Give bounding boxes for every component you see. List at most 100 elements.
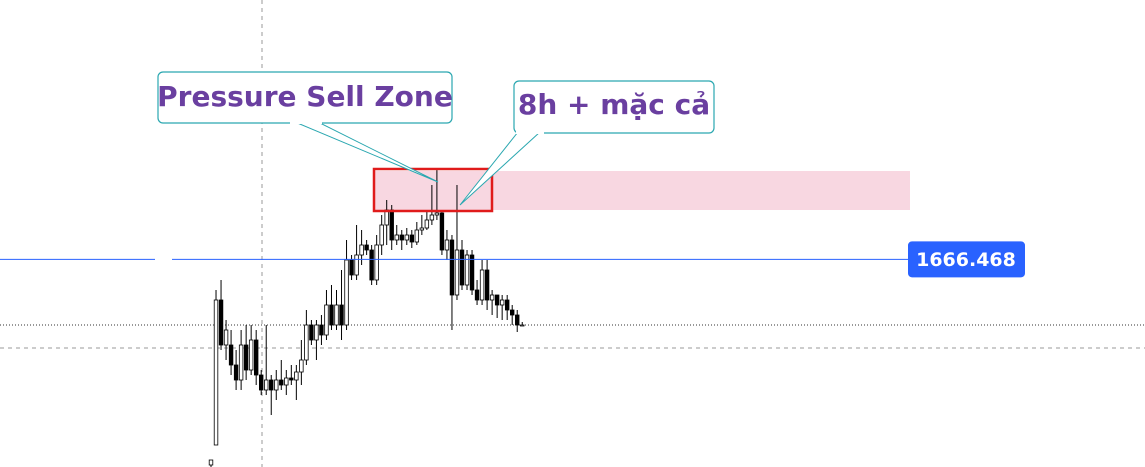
highlight-box bbox=[372, 167, 494, 213]
candle-body bbox=[349, 259, 354, 276]
callout-box bbox=[513, 80, 715, 134]
candle-body bbox=[379, 224, 384, 246]
candle-body bbox=[324, 304, 329, 336]
candle-body bbox=[218, 299, 224, 346]
candle-body bbox=[334, 304, 339, 326]
candle bbox=[484, 260, 490, 310]
candle bbox=[274, 370, 279, 400]
candle bbox=[324, 290, 329, 340]
candle bbox=[469, 250, 475, 295]
candle-body bbox=[213, 299, 219, 446]
price-line-group: 1666.468 bbox=[0, 241, 1025, 278]
candle-body bbox=[515, 314, 520, 326]
candle-body bbox=[243, 344, 249, 371]
candle-body bbox=[459, 249, 465, 286]
candle-body bbox=[364, 244, 369, 251]
candle bbox=[379, 215, 384, 255]
candle bbox=[269, 375, 274, 415]
callout-text: 8h + mặc cả bbox=[518, 88, 710, 121]
candle-body bbox=[238, 344, 244, 381]
candle-body bbox=[284, 377, 289, 386]
callout-1: Pressure Sell Zone bbox=[157, 71, 453, 183]
candle-body bbox=[359, 244, 364, 256]
candle-body bbox=[520, 324, 525, 327]
candle-body bbox=[269, 379, 274, 391]
candle-body bbox=[439, 212, 445, 251]
candle-body bbox=[404, 234, 409, 241]
candle-body bbox=[414, 229, 420, 243]
candle bbox=[284, 370, 289, 395]
candle bbox=[243, 325, 249, 380]
candle bbox=[409, 230, 414, 248]
candle bbox=[294, 365, 299, 400]
candle-body bbox=[394, 234, 399, 241]
candle bbox=[228, 330, 234, 375]
candle-body bbox=[484, 269, 490, 301]
candle bbox=[489, 290, 495, 315]
price-label-box bbox=[908, 241, 1025, 278]
candle bbox=[238, 330, 244, 390]
candle bbox=[339, 270, 344, 340]
candle-body bbox=[309, 324, 314, 341]
sell-zone bbox=[374, 171, 910, 210]
candle bbox=[354, 225, 359, 280]
candle-body bbox=[329, 304, 334, 326]
candle-body bbox=[509, 309, 515, 316]
candle-body bbox=[469, 254, 475, 291]
candle bbox=[213, 290, 219, 446]
candle-body bbox=[479, 269, 485, 301]
candle bbox=[233, 350, 239, 390]
candle bbox=[444, 230, 450, 260]
candle-body bbox=[344, 259, 349, 326]
candle bbox=[264, 325, 269, 395]
candle bbox=[314, 320, 319, 360]
candle bbox=[279, 360, 284, 390]
callout-joint bbox=[516, 128, 544, 134]
candle bbox=[223, 320, 229, 360]
candle-body bbox=[274, 379, 279, 391]
candle-body bbox=[228, 344, 234, 366]
candle-body bbox=[374, 244, 379, 281]
candle bbox=[479, 260, 485, 305]
candle-body bbox=[289, 377, 294, 381]
candle-body bbox=[223, 329, 229, 346]
candle bbox=[394, 225, 399, 245]
candle bbox=[258, 370, 264, 395]
candle-body bbox=[233, 364, 239, 381]
candle bbox=[429, 185, 435, 225]
candle-body bbox=[444, 239, 450, 251]
candle bbox=[419, 215, 425, 235]
candle bbox=[329, 285, 334, 330]
candle-body bbox=[264, 379, 269, 391]
candle bbox=[344, 240, 349, 330]
candle bbox=[439, 210, 445, 255]
candle-body bbox=[389, 209, 394, 241]
candle-body bbox=[454, 249, 460, 296]
candle-body bbox=[449, 239, 455, 296]
candle bbox=[218, 280, 224, 350]
candle bbox=[364, 240, 369, 255]
candle bbox=[424, 210, 430, 230]
callout-joint bbox=[290, 118, 322, 124]
candle bbox=[474, 280, 480, 305]
price-label: 1666.468 bbox=[916, 249, 1016, 271]
candle-body bbox=[253, 339, 259, 376]
candle-body bbox=[504, 299, 510, 311]
candle-body bbox=[279, 379, 284, 386]
candle bbox=[334, 290, 339, 330]
candle-body bbox=[499, 299, 505, 306]
candle bbox=[404, 228, 409, 245]
candle-body bbox=[369, 249, 374, 281]
candle-body bbox=[314, 324, 319, 341]
candle-body bbox=[354, 254, 359, 276]
candle bbox=[449, 235, 455, 330]
candle bbox=[520, 322, 525, 327]
candle bbox=[319, 315, 324, 345]
candle-body bbox=[424, 219, 430, 229]
candle bbox=[494, 294, 500, 318]
candle-body bbox=[258, 374, 264, 391]
candle-body bbox=[434, 212, 440, 216]
